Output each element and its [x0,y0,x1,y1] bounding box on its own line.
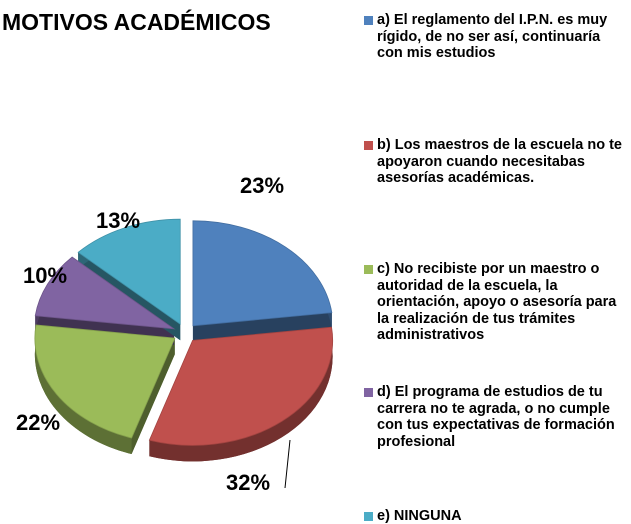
slice [192,220,333,327]
chart-title: MOTIVOS ACADÉMICOS [2,8,271,35]
data-label: 10% [23,263,67,288]
slice [34,324,176,439]
legend-item: d) El programa de estudios de tu carrera… [364,384,628,450]
data-label: 32% [226,470,270,495]
slice-side [149,327,333,462]
legend-swatch [364,388,373,397]
slice-tops [34,218,334,446]
legend-label: a) El reglamento del I.P.N. es muy rígid… [377,12,608,61]
data-label: 22% [16,410,60,435]
legend-item: a) El reglamento del I.P.N. es muy rígid… [364,12,628,62]
legend-swatch [364,16,373,25]
slice [77,218,181,325]
leader-line [284,439,291,489]
legend-label: d) El programa de estudios de tu carrera… [377,384,615,450]
slice-radial-side [35,324,175,455]
data-label: 13% [96,208,140,233]
legend-swatch [364,141,373,150]
legend-swatch [364,512,373,521]
legend-item: e) NINGUNA [364,508,628,524]
slice [34,256,176,330]
slice [148,326,334,446]
legend-label: b) Los maestros de la escuela no te apoy… [377,137,622,186]
legend-swatch [364,265,373,274]
legend-item: c) No recibiste por un maestro o autorid… [364,261,628,344]
slice-side [34,324,132,455]
legend-label: e) NINGUNA [377,508,462,524]
data-label: 23% [240,173,284,198]
slice-radial-side [35,257,175,345]
legend-item: b) Los maestros de la escuela no te apoy… [364,137,628,187]
slice-radial-side [78,219,181,341]
legend-label: c) No recibiste por un maestro o autorid… [377,261,617,343]
